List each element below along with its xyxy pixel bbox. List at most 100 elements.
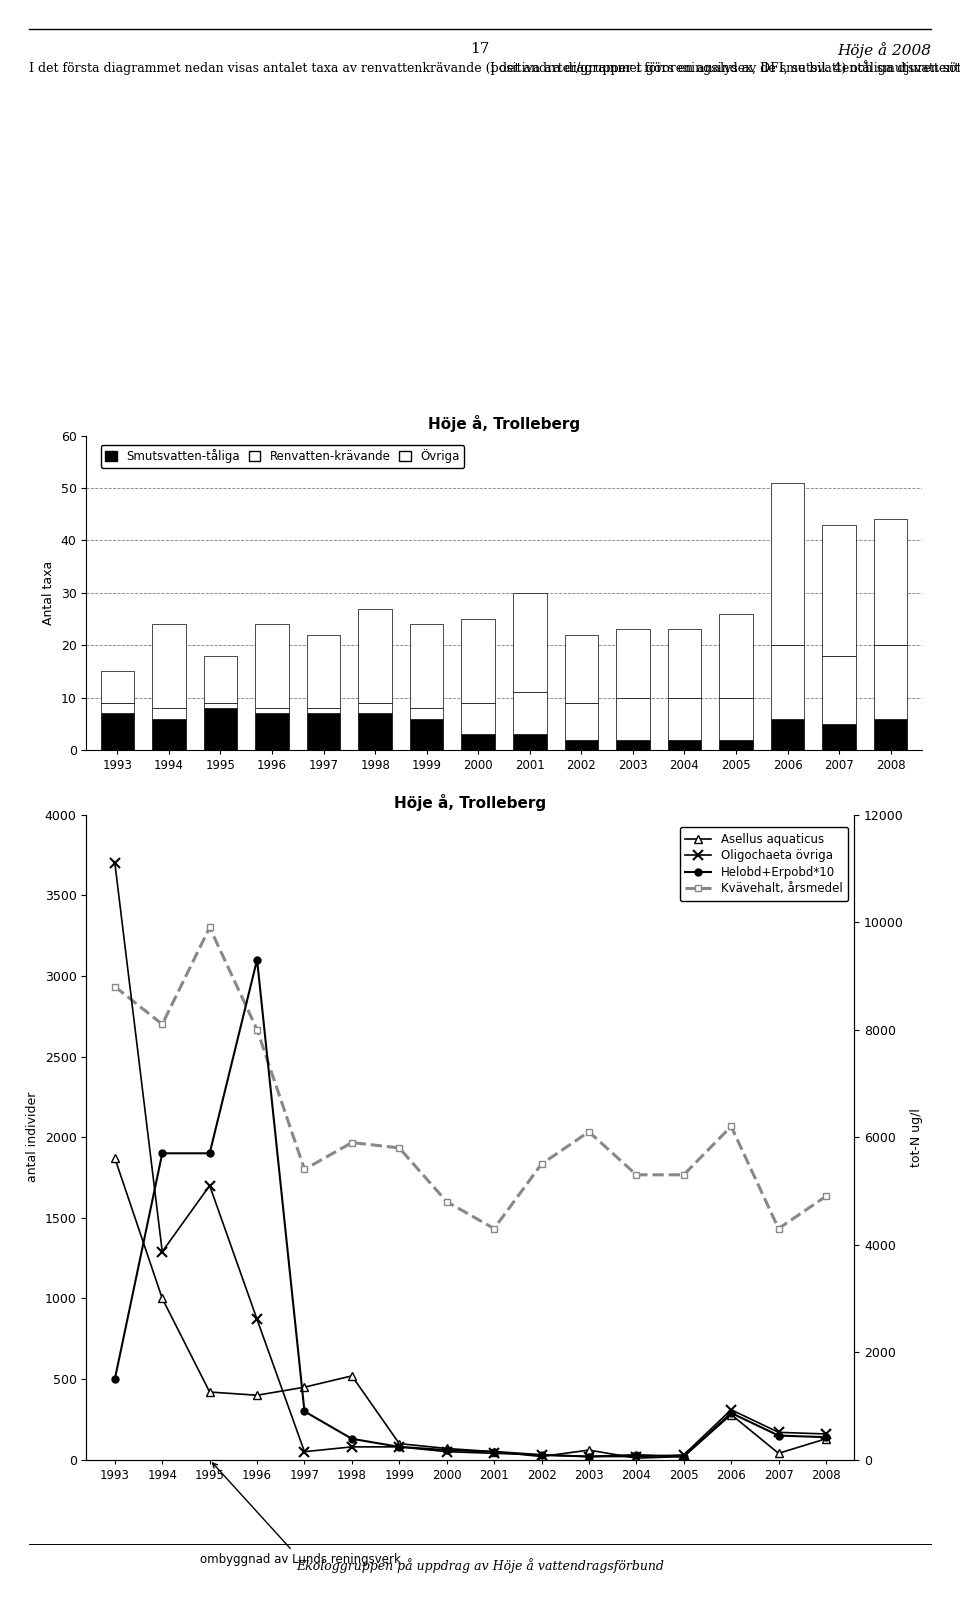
Kvävehalt, årsmedel [204,918,215,937]
Kvävehalt, årsmedel [441,1192,452,1211]
Kvävehalt, årsmedel [536,1155,547,1174]
Legend: Asellus aquaticus, Oligochaeta övriga, Helobd+Erpobd*10, Kvävehalt, årsmedel: Asellus aquaticus, Oligochaeta övriga, H… [680,827,849,902]
Asellus aquaticus [299,1378,310,1397]
Bar [410,624,444,708]
Text: I det första diagrammet nedan visas antalet taxa av renvattenkrävande (positiva : I det första diagrammet nedan visas anta… [29,60,960,74]
Bar [771,719,804,750]
Bar [358,608,392,703]
Helobd+Erpobd*10 [441,1440,452,1460]
Bar [410,719,444,750]
Title: Höje å, Trolleberg: Höje å, Trolleberg [428,415,580,432]
Bar [874,719,907,750]
Bar [564,739,598,750]
Bar [823,524,856,655]
Bar [307,636,340,708]
Helobd+Erpobd*10 [820,1428,831,1447]
Bar [152,624,185,708]
Text: 17: 17 [470,42,490,56]
Oligochaeta övriga [631,1447,642,1466]
Bar [771,645,804,719]
Bar [101,713,134,750]
Helobd+Erpobd*10 [631,1445,642,1465]
Oligochaeta övriga [536,1445,547,1465]
Oligochaeta övriga [773,1423,784,1442]
Oligochaeta övriga [156,1242,168,1261]
Helobd+Erpobd*10 [536,1445,547,1465]
Bar [874,645,907,719]
Oligochaeta övriga [820,1424,831,1444]
Bar [874,519,907,645]
Bar [719,739,753,750]
Bar [255,624,289,708]
Kvävehalt, årsmedel [726,1116,737,1136]
Helobd+Erpobd*10 [109,1369,121,1389]
Text: ombyggnad av Lunds reningsverk: ombyggnad av Lunds reningsverk [201,1463,401,1566]
Helobd+Erpobd*10 [678,1447,689,1466]
Bar [462,734,495,750]
Bar [101,703,134,713]
Bar [668,739,701,750]
Oligochaeta övriga [441,1442,452,1461]
Bar [152,719,185,750]
Y-axis label: Antal taxa: Antal taxa [42,561,55,624]
Oligochaeta övriga [252,1310,263,1329]
Bar [513,734,546,750]
Bar [719,697,753,739]
Asellus aquaticus [631,1448,642,1468]
Asellus aquaticus [820,1429,831,1448]
Y-axis label: tot-N ug/l: tot-N ug/l [909,1108,923,1166]
Kvävehalt, årsmedel [252,1019,263,1039]
Bar [358,703,392,713]
Helobd+Erpobd*10 [726,1403,737,1423]
Asellus aquaticus [156,1289,168,1308]
Bar [564,636,598,703]
Asellus aquaticus [394,1434,405,1453]
Helobd+Erpobd*10 [156,1144,168,1163]
Oligochaeta övriga [299,1442,310,1461]
Bar [513,592,546,692]
Bar [616,629,650,697]
Line: Asellus aquaticus: Asellus aquaticus [110,1153,830,1463]
Asellus aquaticus [489,1442,500,1461]
Asellus aquaticus [109,1148,121,1168]
Kvävehalt, årsmedel [820,1187,831,1207]
Asellus aquaticus [204,1382,215,1402]
Bar [513,692,546,734]
Asellus aquaticus [536,1447,547,1466]
Bar [616,739,650,750]
Asellus aquaticus [441,1439,452,1458]
Y-axis label: antal individer: antal individer [26,1092,39,1182]
Helobd+Erpobd*10 [299,1402,310,1421]
Kvävehalt, årsmedel [347,1132,358,1152]
Oligochaeta övriga [726,1400,737,1419]
Text: Höje å 2008: Höje å 2008 [837,42,931,58]
Bar [255,713,289,750]
Bar [462,619,495,703]
Asellus aquaticus [347,1366,358,1386]
Asellus aquaticus [583,1440,594,1460]
Bar [462,703,495,734]
Bar [616,697,650,739]
Kvävehalt, årsmedel [678,1165,689,1184]
Kvävehalt, årsmedel [631,1165,642,1184]
Helobd+Erpobd*10 [347,1429,358,1448]
Oligochaeta övriga [109,853,121,873]
Line: Helobd+Erpobd*10: Helobd+Erpobd*10 [111,957,829,1460]
Asellus aquaticus [726,1405,737,1424]
Oligochaeta övriga [394,1437,405,1457]
Helobd+Erpobd*10 [204,1144,215,1163]
Bar [307,713,340,750]
Kvävehalt, årsmedel [299,1160,310,1179]
Bar [255,708,289,713]
Kvävehalt, årsmedel [773,1219,784,1239]
Asellus aquaticus [678,1447,689,1466]
Helobd+Erpobd*10 [394,1437,405,1457]
Bar [307,708,340,713]
Bar [358,713,392,750]
Kvävehalt, årsmedel [109,977,121,997]
Oligochaeta övriga [347,1437,358,1457]
Bar [668,697,701,739]
Kvävehalt, årsmedel [583,1123,594,1142]
Kvävehalt, årsmedel [489,1219,500,1239]
Bar [152,708,185,719]
